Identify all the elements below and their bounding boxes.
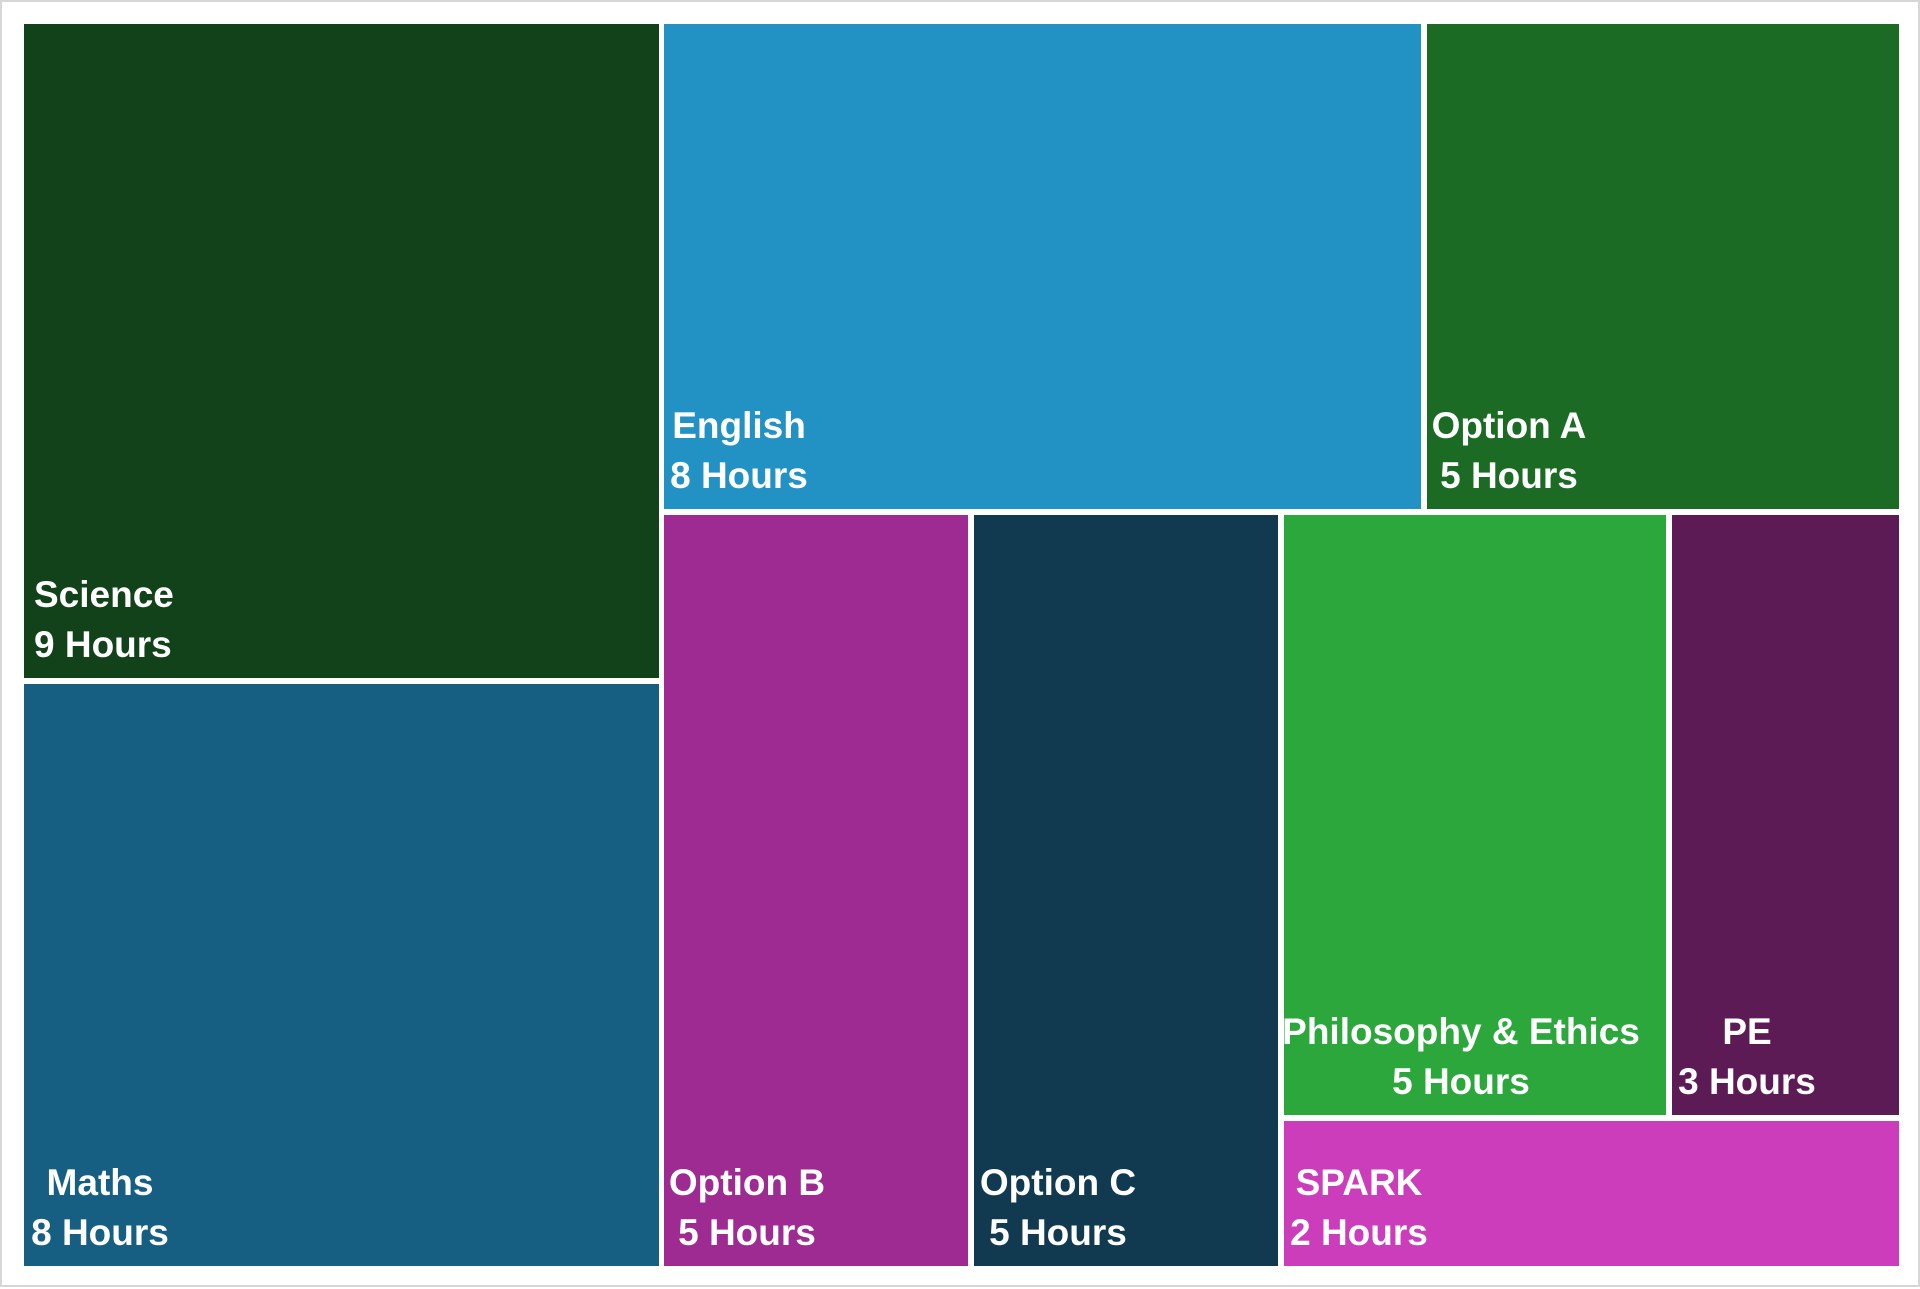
tile-science: Science 9 Hours — [24, 24, 659, 678]
tile-value-option-a: 5 Hours — [1440, 455, 1578, 496]
tile-label-option-a: Option A — [1432, 405, 1587, 446]
tile-maths: Maths 8 Hours — [24, 684, 659, 1266]
tile-value-maths: 8 Hours — [31, 1212, 169, 1253]
tile-rect-option-a — [1427, 24, 1899, 509]
tile-value-option-c: 5 Hours — [989, 1212, 1127, 1253]
tile-value-option-b: 5 Hours — [678, 1212, 816, 1253]
tile-value-science: 9 Hours — [34, 624, 172, 665]
tile-label-philosophy-ethics: Philosophy & Ethics — [1282, 1011, 1640, 1052]
tile-value-spark: 2 Hours — [1290, 1212, 1428, 1253]
tile-value-pe: 3 Hours — [1678, 1061, 1816, 1102]
tile-label-option-b: Option B — [669, 1162, 825, 1203]
tile-label-option-c: Option C — [980, 1162, 1136, 1203]
tile-label-english: English — [672, 405, 806, 446]
tile-rect-option-c — [974, 515, 1278, 1266]
tile-label-science: Science — [34, 574, 174, 615]
tile-rect-option-b — [664, 515, 968, 1266]
tile-option-b: Option B 5 Hours — [664, 515, 968, 1266]
tile-philosophy-ethics: Philosophy & Ethics 5 Hours — [1282, 515, 1666, 1115]
tile-pe: PE 3 Hours — [1672, 515, 1899, 1115]
tile-rect-philosophy-ethics — [1284, 515, 1666, 1115]
tile-rect-science — [24, 24, 659, 678]
tile-value-philosophy-ethics: 5 Hours — [1392, 1061, 1530, 1102]
tile-option-c: Option C 5 Hours — [974, 515, 1278, 1266]
tile-spark: SPARK 2 Hours — [1284, 1121, 1899, 1266]
tile-rect-spark — [1284, 1121, 1899, 1266]
tile-value-english: 8 Hours — [670, 455, 808, 496]
tile-label-spark: SPARK — [1296, 1162, 1423, 1203]
tile-label-maths: Maths — [47, 1162, 154, 1203]
tile-rect-english — [664, 24, 1421, 509]
tile-rect-pe — [1672, 515, 1899, 1115]
tile-option-a: Option A 5 Hours — [1427, 24, 1899, 509]
tile-label-pe: PE — [1722, 1011, 1771, 1052]
tile-rect-maths — [24, 684, 659, 1266]
tile-english: English 8 Hours — [664, 24, 1421, 509]
